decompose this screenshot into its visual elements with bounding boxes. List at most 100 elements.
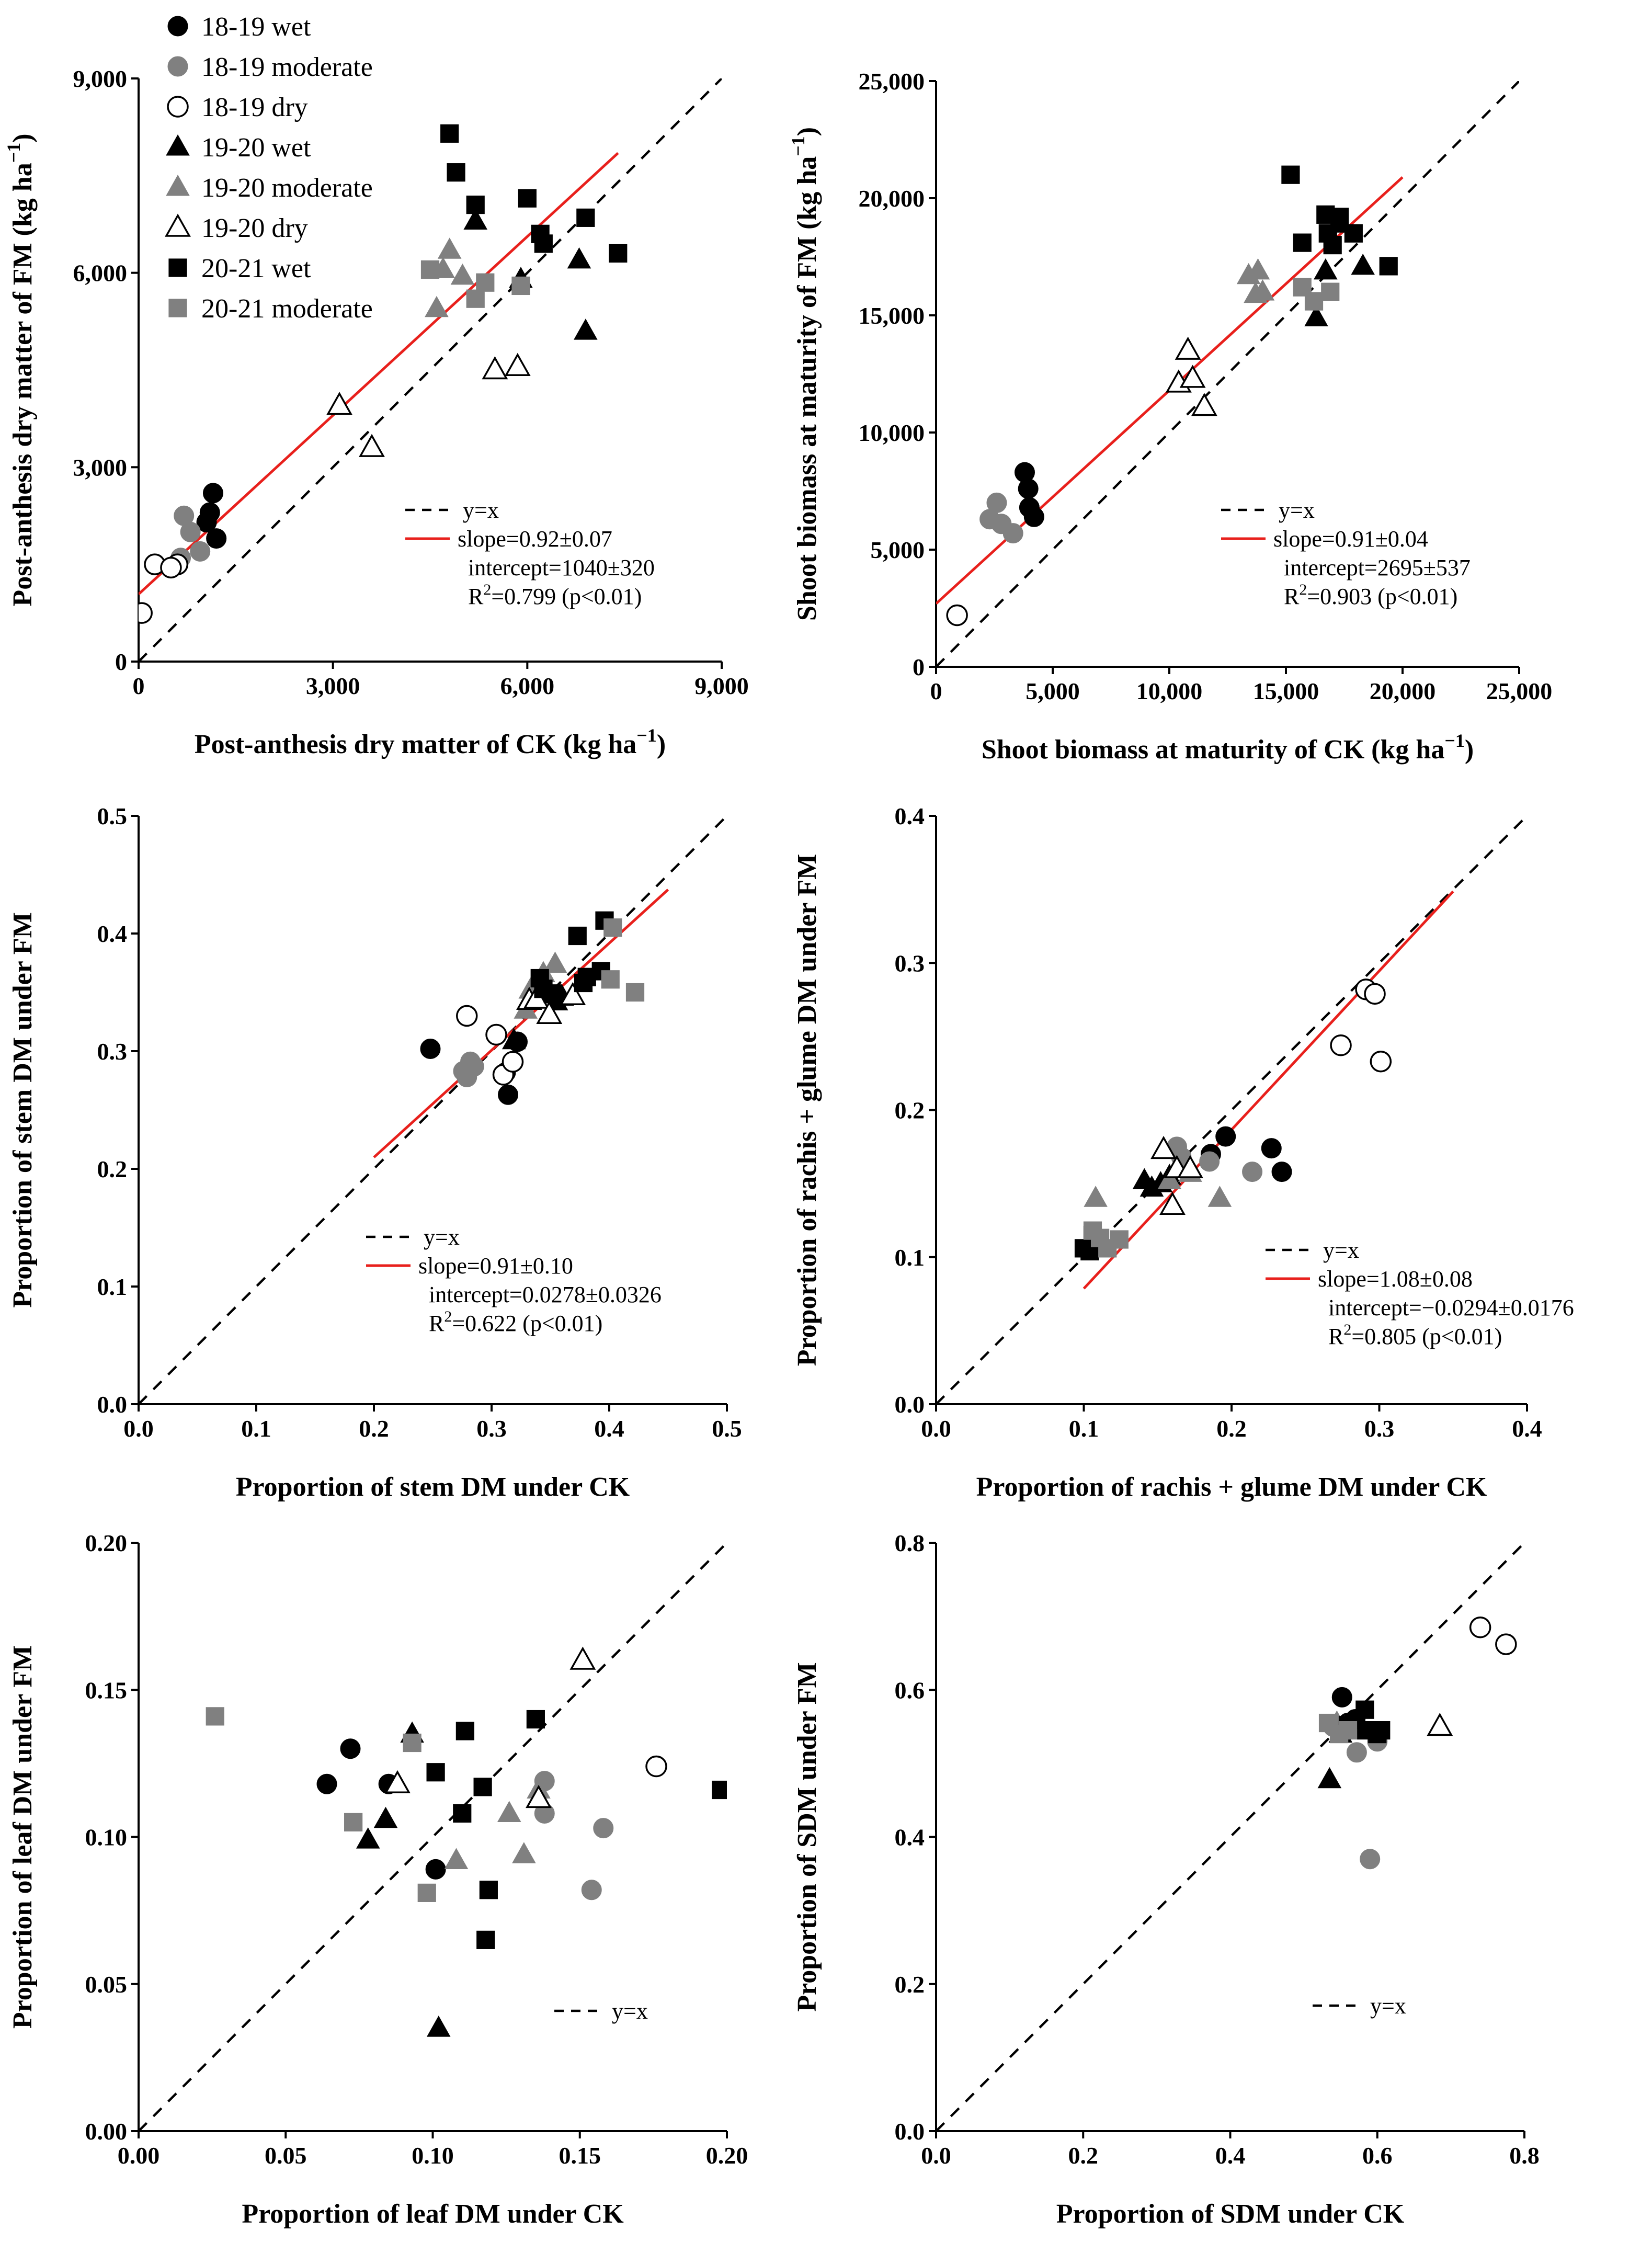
legend-marker-5 bbox=[166, 175, 190, 196]
data-point bbox=[316, 1773, 337, 1794]
data-point bbox=[1246, 258, 1270, 280]
data-point bbox=[1360, 1849, 1381, 1870]
x-axis-title: Post-anthesis dry matter of CK (kg ha−1) bbox=[195, 725, 666, 759]
data-point bbox=[425, 1859, 446, 1880]
x-tick-label: 0 bbox=[930, 678, 942, 704]
y-tick-label: 15,000 bbox=[859, 302, 925, 329]
data-point bbox=[1177, 1155, 1203, 1178]
identity-legend-label: y=x bbox=[1370, 1993, 1406, 2019]
plot-area bbox=[139, 78, 722, 662]
x-tick-label: 25,000 bbox=[1486, 678, 1553, 704]
data-point bbox=[512, 1842, 536, 1863]
y-tick-label: 9,000 bbox=[73, 65, 128, 92]
data-point bbox=[1427, 1713, 1453, 1736]
data-point bbox=[569, 1646, 596, 1670]
y-tick-label: 0.1 bbox=[97, 1273, 128, 1300]
chart-panel-2: 0 5,000 10,000 15,000 20,000 25,000 0 5,000 10,0… bbox=[788, 68, 1552, 765]
x-tick-label: 0.8 bbox=[1509, 2142, 1540, 2169]
legend-marker-7 bbox=[168, 258, 187, 277]
legend-marker-1 bbox=[167, 16, 188, 37]
x-tick-label: 0 bbox=[133, 673, 145, 699]
y-axis-title: Post-anthesis dry matter of FM (kg ha−1) bbox=[3, 133, 38, 606]
slope-label: slope=1.08±0.08 bbox=[1318, 1266, 1473, 1292]
data-point bbox=[536, 1000, 563, 1024]
data-point bbox=[1250, 279, 1275, 301]
data-point bbox=[206, 528, 227, 549]
x-tick-label: 0.0 bbox=[123, 1415, 154, 1442]
x-tick-label: 0.4 bbox=[594, 1415, 624, 1442]
identity-legend-label: y=x bbox=[1279, 497, 1315, 523]
data-point bbox=[526, 1710, 545, 1729]
y-tick-label: 10,000 bbox=[859, 419, 925, 446]
data-point bbox=[359, 434, 385, 457]
intercept-label: intercept=−0.0294±0.0176 bbox=[1328, 1295, 1574, 1321]
chart-panel-5: 0.00 0.05 0.10 0.15 0.20 0.00 0.05 0.10 0.15 0.20… bbox=[8, 1530, 748, 2229]
marker-legend: 18-19 wet 18-19 moderate 18-19 dry 19-20 we… bbox=[165, 12, 373, 324]
identity-line bbox=[139, 816, 727, 1404]
data-point bbox=[426, 1763, 445, 1782]
y-tick-label: 0.20 bbox=[85, 1530, 128, 1556]
slope-label: slope=0.91±0.10 bbox=[418, 1253, 573, 1279]
data-point bbox=[534, 980, 553, 998]
data-point bbox=[511, 276, 530, 295]
data-point bbox=[502, 1028, 526, 1050]
plot-area bbox=[936, 816, 1527, 1404]
data-point bbox=[403, 1733, 421, 1752]
data-point bbox=[160, 556, 182, 579]
r2-label: R2=0.622 (p<0.01) bbox=[429, 1308, 602, 1336]
y-tick-label: 0.3 bbox=[97, 1038, 128, 1065]
x-tick-label: 0.0 bbox=[921, 1415, 951, 1442]
data-point bbox=[456, 1005, 478, 1027]
data-point bbox=[437, 237, 462, 259]
chart-panel-3: 0.0 0.1 0.2 0.3 0.4 0.5 0.0 0.1 0.2 0.3 0.4 0.5 Prop… bbox=[8, 803, 742, 1502]
data-point bbox=[1207, 1186, 1232, 1207]
r2-label: R2=0.805 (p<0.01) bbox=[1328, 1321, 1502, 1349]
x-tick-label: 0.5 bbox=[712, 1415, 742, 1442]
data-point bbox=[420, 1039, 441, 1059]
legend-marker-8 bbox=[168, 299, 187, 317]
data-point bbox=[609, 244, 628, 263]
y-tick-label: 0.4 bbox=[895, 803, 925, 829]
data-point bbox=[340, 1738, 361, 1759]
plot-area bbox=[139, 816, 727, 1404]
data-point bbox=[574, 318, 598, 340]
y-tick-label: 0.15 bbox=[85, 1677, 128, 1703]
data-point bbox=[1304, 292, 1324, 311]
y-tick-label: 6,000 bbox=[73, 260, 128, 287]
data-point bbox=[986, 492, 1007, 513]
legend-marker-4 bbox=[166, 134, 190, 156]
data-point bbox=[1293, 233, 1312, 252]
intercept-label: intercept=1040±320 bbox=[468, 555, 655, 581]
legend-label: 18-19 moderate bbox=[201, 52, 373, 82]
data-point bbox=[518, 189, 537, 208]
y-tick-label: 20,000 bbox=[859, 185, 925, 212]
data-point bbox=[1314, 258, 1338, 280]
legend-label: 19-20 moderate bbox=[201, 173, 373, 203]
y-tick-label: 0.2 bbox=[895, 1971, 925, 1998]
x-tick-label: 10,000 bbox=[1136, 678, 1203, 704]
y-tick-label: 0.1 bbox=[895, 1244, 925, 1271]
identity-legend-label: y=x bbox=[1323, 1237, 1359, 1263]
x-tick-label: 0.4 bbox=[1512, 1415, 1542, 1442]
x-tick-label: 0.15 bbox=[559, 2142, 601, 2169]
y-tick-label: 0.2 bbox=[895, 1097, 925, 1124]
data-point bbox=[1344, 224, 1363, 243]
data-point bbox=[568, 926, 587, 946]
regression-line bbox=[373, 889, 669, 1158]
y-tick-label: 0.0 bbox=[895, 2118, 925, 2145]
legend-marker-6 bbox=[165, 213, 191, 237]
data-point bbox=[466, 195, 485, 214]
legend-label: 20-21 wet bbox=[201, 254, 311, 283]
data-point bbox=[1084, 1186, 1108, 1207]
data-point bbox=[576, 208, 595, 227]
data-point bbox=[482, 356, 508, 380]
legend-label: 18-19 wet bbox=[201, 12, 311, 42]
data-point bbox=[1469, 1616, 1491, 1638]
y-tick-label: 0.5 bbox=[97, 803, 128, 829]
y-tick-label: 0.00 bbox=[85, 2118, 128, 2145]
intercept-label: intercept=2695±537 bbox=[1284, 555, 1471, 581]
data-point bbox=[384, 1770, 411, 1793]
data-point bbox=[1370, 1050, 1392, 1073]
data-point bbox=[1317, 1767, 1342, 1789]
